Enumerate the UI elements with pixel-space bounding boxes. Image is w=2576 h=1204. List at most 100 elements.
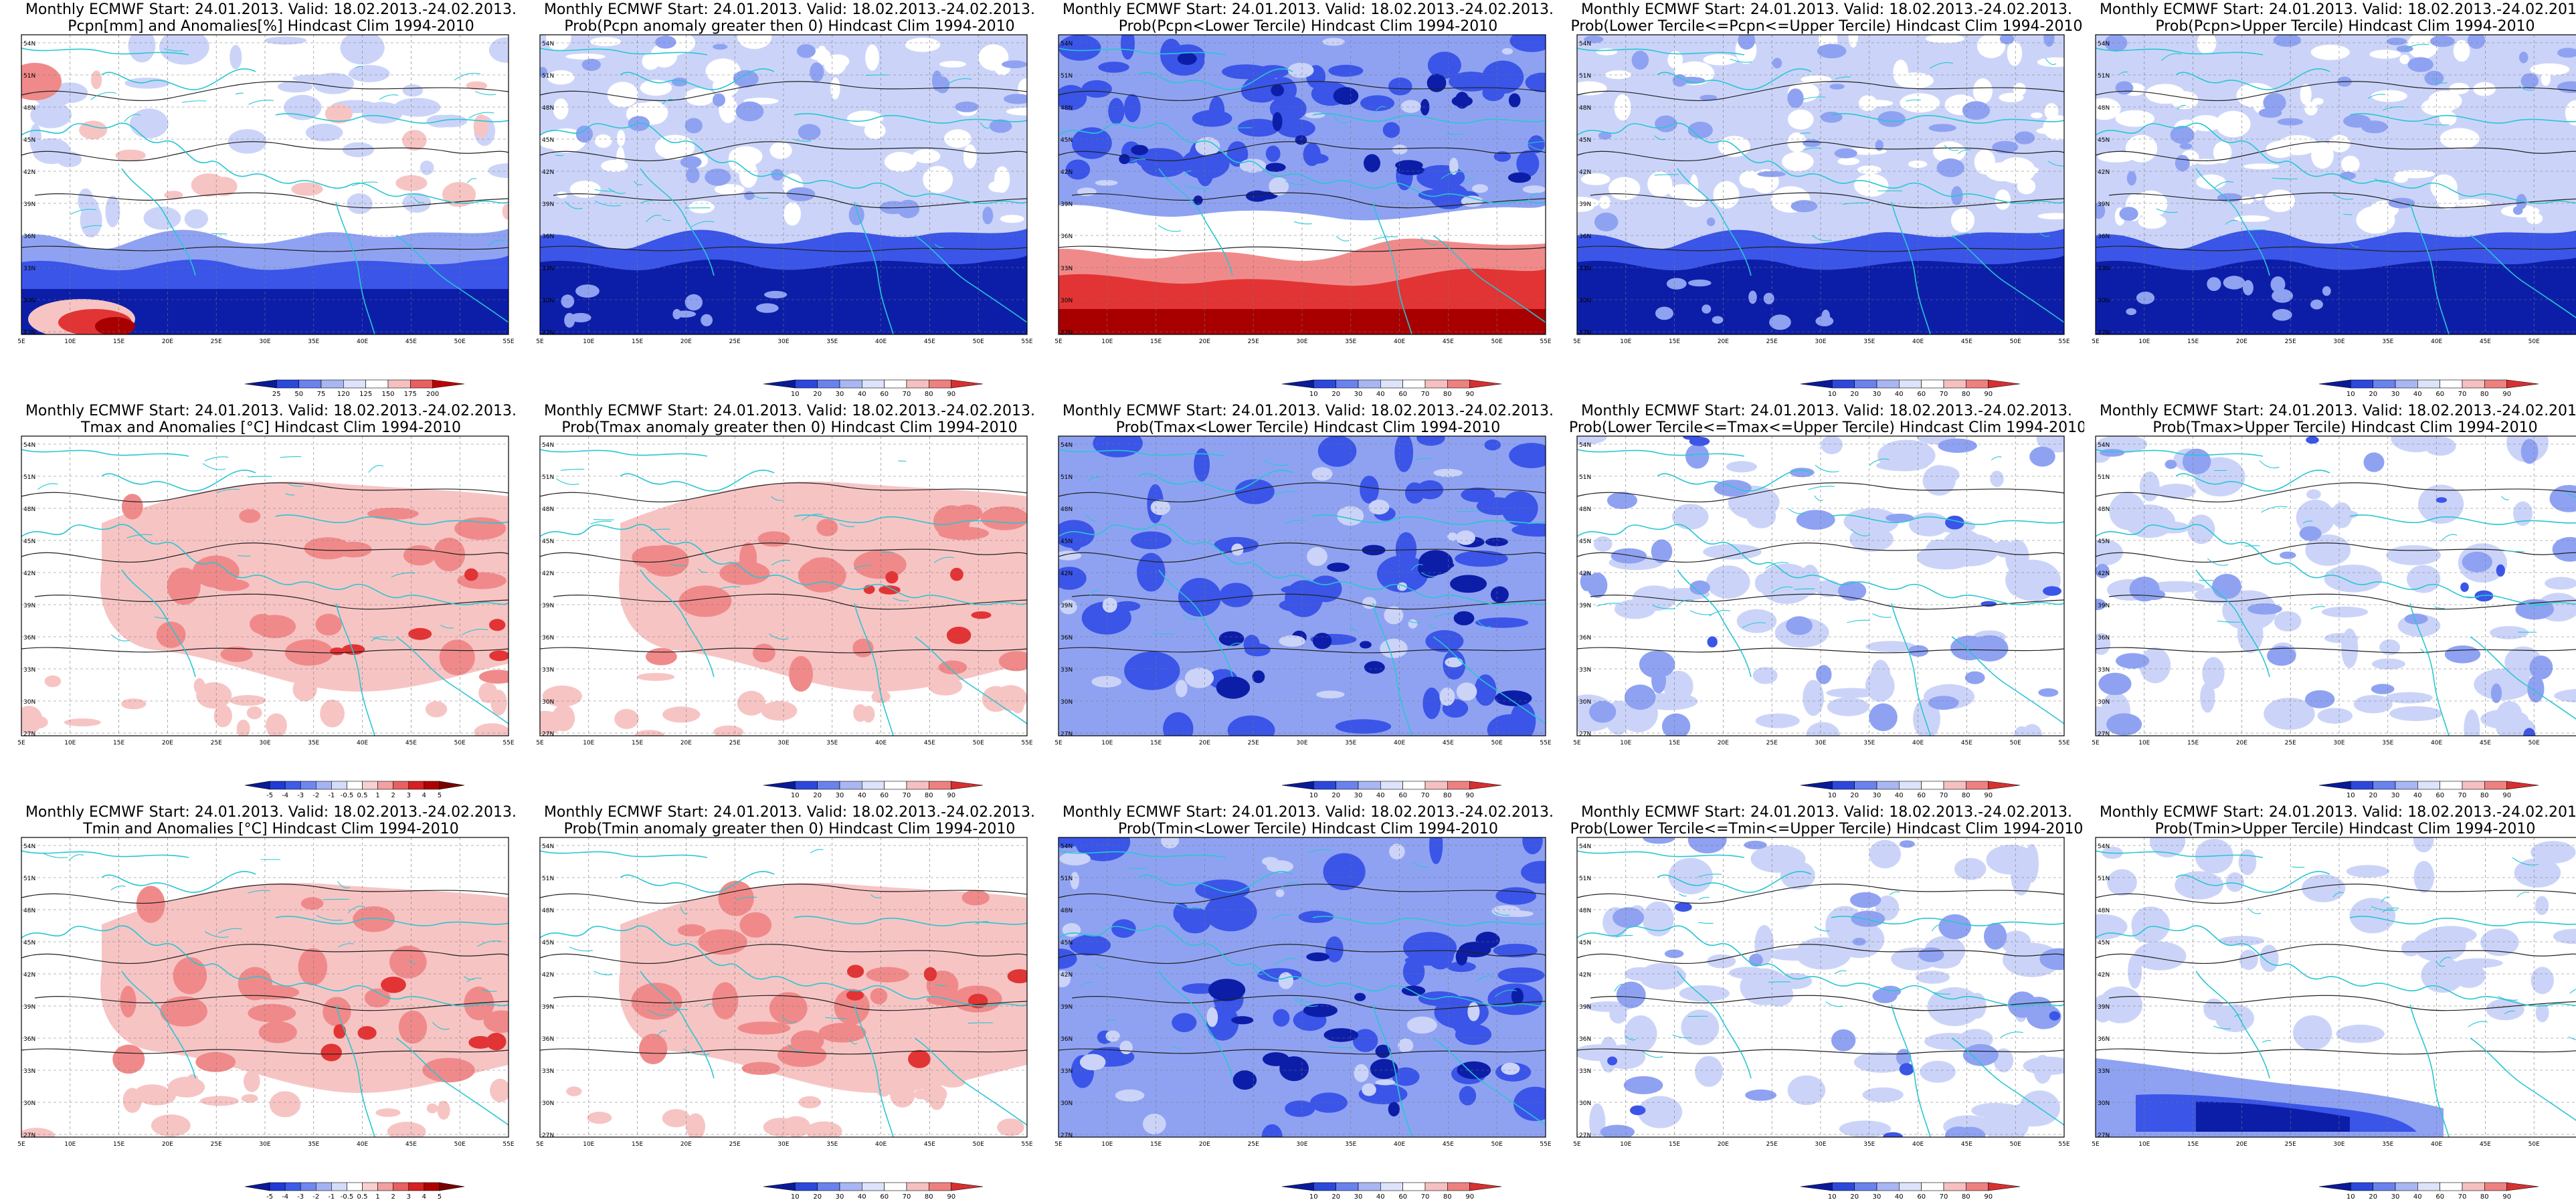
lon-label: 40E (357, 1141, 368, 1148)
colorbar-label: 4 (422, 792, 426, 799)
map-tmin-prob-upper: 54N 51N 48N 45N 42N 39N 36N 33N 30N 27N 5E 10E 15E 20… (2092, 837, 2576, 1201)
lon-label: 35E (826, 1141, 838, 1148)
colorbar-label: 90 (947, 792, 955, 799)
colorbar-label: 70 (2458, 792, 2467, 799)
colorbar-tmin-anom: -5 -4 -3 -2 -1 -0.5 0.5 1 2 3 4 5 (244, 1182, 465, 1201)
colorbar-label: 10 (791, 1193, 800, 1201)
lat-label: 39N (1061, 603, 1073, 609)
lat-label: 27N (1061, 330, 1073, 336)
lon-label: 5E (17, 1141, 25, 1148)
lon-label: 45E (924, 1141, 935, 1148)
lat-label: 45N (23, 137, 35, 144)
lon-label: 40E (1394, 1141, 1405, 1148)
colorbar-label: 20 (1331, 391, 1340, 398)
lon-label: 50E (1491, 740, 1503, 746)
lon-label: 30E (1296, 740, 1307, 746)
lon-label: 55E (1540, 338, 1551, 345)
lon-label: 20E (1718, 338, 1729, 345)
lat-label: 36N (23, 233, 35, 240)
panel-title: Monthly ECMWF Start: 24.01.2013. Valid: … (1050, 1, 1566, 35)
colorbar-pcpn-prob-pos: 10 20 30 40 60 70 80 90 (763, 379, 984, 398)
map-tmax-prob-pos: 54N 51N 48N 45N 42N 39N 36N 33N 30N 27N 5E 10E 15E 20… (536, 435, 1033, 799)
lon-label: 50E (454, 740, 466, 746)
panel-title-line2: Pcpn[mm] and Anomalies[%] Hindcast Clim … (68, 18, 474, 35)
colorbar-label: 5 (438, 792, 442, 799)
lat-label: 48N (1579, 908, 1591, 914)
lat-label: 33N (1061, 1068, 1073, 1075)
lon-label: 55E (2058, 338, 2069, 345)
colorbar-tmin-prob-lower: 10 20 30 40 60 70 80 90 (1281, 1182, 1502, 1201)
lat-label: 36N (1061, 233, 1073, 240)
lon-label: 35E (308, 740, 319, 746)
map-panel-pcpn-prob-middle: 54N 51N 48N 45N 42N 39N 36N 33N 30N 27N 5E 10E 15E 20… (1569, 0, 2084, 401)
lon-label: 15E (113, 338, 124, 345)
colorbar-label: 70 (2458, 391, 2467, 398)
lon-label: 20E (2236, 338, 2247, 345)
lat-label: 39N (23, 1004, 35, 1011)
lat-label: 36N (2098, 233, 2110, 240)
lon-label: 25E (1766, 338, 1778, 345)
colorbar-label: 10 (791, 391, 800, 398)
colorbar-label: 40 (1376, 1193, 1385, 1201)
colorbar-label: 2 (391, 792, 395, 799)
lat-label: 30N (23, 699, 35, 706)
lat-label: 51N (1061, 73, 1073, 80)
colorbar-label: 40 (1895, 391, 1904, 398)
lon-label: 40E (1912, 1141, 1924, 1148)
lat-label: 33N (2098, 266, 2110, 272)
map-pcpn-prob-lower: 54N 51N 48N 45N 42N 39N 36N 33N 30N 27N 5E 10E 15E 20… (1054, 34, 1552, 398)
colorbar-label: 80 (1962, 1193, 1970, 1201)
lat-label: 36N (1579, 635, 1591, 641)
lat-label: 27N (542, 330, 554, 336)
lat-label: 51N (542, 474, 554, 481)
lon-label: 30E (2333, 338, 2344, 345)
panel-title: Monthly ECMWF Start: 24.01.2013. Valid: … (1569, 403, 2084, 436)
colorbar-label: 10 (1828, 792, 1837, 799)
lon-label: 20E (680, 740, 692, 746)
panel-title-line2: Prob(Tmin>Upper Tercile) Hindcast Clim 1… (2154, 821, 2536, 837)
colorbar-label: 20 (2369, 1193, 2377, 1201)
lon-label: 20E (1199, 1141, 1210, 1148)
map-panel-tmin-prob-lower: 54N 51N 48N 45N 42N 39N 36N 33N 30N 27N 5E 10E 15E 20… (1050, 803, 1566, 1204)
colorbar-tmax-prob-lower: 10 20 30 40 60 70 80 90 (1281, 781, 1502, 799)
lon-label: 40E (875, 338, 887, 345)
panel-title: Monthly ECMWF Start: 24.01.2013. Valid: … (1050, 403, 1566, 436)
colorbar-label: 80 (2480, 1193, 2489, 1201)
colorbar-label: 80 (1443, 1193, 1452, 1201)
colorbar-label: 90 (1984, 1193, 1993, 1201)
lon-label: 10E (1101, 740, 1113, 746)
colorbar-label: 60 (2435, 1193, 2444, 1201)
lat-label: 51N (2098, 474, 2110, 481)
colorbar-label: 10 (1309, 1193, 1318, 1201)
lon-label: 45E (1443, 1141, 1454, 1148)
map-panel-tmax-prob-upper: 54N 51N 48N 45N 42N 39N 36N 33N 30N 27N 5E 10E 15E 20… (2088, 401, 2576, 803)
lat-label: 33N (2098, 1068, 2110, 1075)
panel-title-line1: Monthly ECMWF Start: 24.01.2013. Valid: … (1062, 403, 1554, 419)
lon-label: 20E (162, 1141, 173, 1148)
lat-label: 36N (2098, 635, 2110, 641)
colorbar-label: 10 (791, 792, 800, 799)
colorbar-label: -1 (328, 792, 335, 799)
lat-label: 42N (1061, 169, 1073, 176)
colorbar-label: -0.5 (341, 792, 354, 799)
panel-title: Monthly ECMWF Start: 24.01.2013. Valid: … (1569, 1, 2084, 35)
colorbar-label: 175 (404, 391, 417, 398)
lon-label: 20E (1199, 338, 1210, 345)
lon-label: 25E (1248, 1141, 1259, 1148)
panel-title-line1: Monthly ECMWF Start: 24.01.2013. Valid: … (2099, 804, 2576, 821)
map-tmax-prob-lower: 54N 51N 48N 45N 42N 39N 36N 33N 30N 27N 5E 10E 15E 20… (1054, 435, 1552, 799)
lon-label: 30E (1815, 1141, 1826, 1148)
lat-label: 36N (1579, 1036, 1591, 1043)
lon-label: 55E (1021, 1141, 1032, 1148)
colorbar-label: 90 (947, 1193, 955, 1201)
colorbar-label: 2 (391, 1193, 395, 1201)
lon-label: 15E (1150, 1141, 1162, 1148)
lat-label: 45N (2098, 940, 2110, 946)
lat-label: 30N (1579, 298, 1591, 304)
lat-label: 48N (1579, 105, 1591, 112)
lon-label: 55E (1540, 740, 1551, 746)
lon-label: 15E (1669, 740, 1680, 746)
lon-label: 10E (2138, 1141, 2150, 1148)
map-panel-tmax-prob-pos: 54N 51N 48N 45N 42N 39N 36N 33N 30N 27N 5E 10E 15E 20… (532, 401, 1047, 803)
